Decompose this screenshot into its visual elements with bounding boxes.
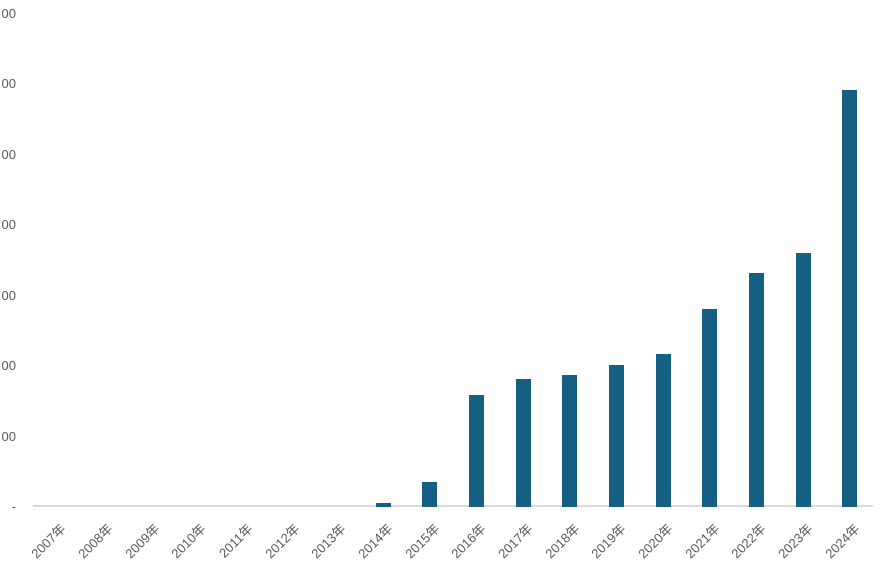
y-axis-tick-label: - xyxy=(11,499,16,514)
x-axis-tick-label: 2017年 xyxy=(495,521,536,562)
x-axis-tick-label: 2010年 xyxy=(168,521,209,562)
x-axis-tick-label: 2014年 xyxy=(355,521,396,562)
x-axis-tick-label: 2015年 xyxy=(402,521,443,562)
x-axis-tick-label: 2011年 xyxy=(216,521,256,561)
y-axis-tick-label: 00 xyxy=(1,217,16,232)
y-axis-tick-label: 00 xyxy=(1,358,16,373)
x-axis-tick-label: 2019年 xyxy=(588,521,629,562)
y-axis-tick-label: 00 xyxy=(1,287,16,303)
y-axis-tick-label: 00 xyxy=(1,146,16,162)
x-axis-tick-label: 2022年 xyxy=(728,521,769,562)
x-axis-tick-label: 2024年 xyxy=(822,521,863,562)
x-axis-tick-label: 2007年 xyxy=(28,521,69,562)
y-axis-tick-label: 00 xyxy=(1,428,16,444)
bar-2019年 xyxy=(608,365,624,507)
y-axis-tick-label: 00 xyxy=(1,5,16,21)
x-axis-line xyxy=(33,505,873,507)
bar-2022年 xyxy=(748,272,764,507)
x-axis-tick-label: 2013年 xyxy=(308,521,349,562)
x-axis-tick-label: 2023年 xyxy=(775,521,816,562)
bar-2014年 xyxy=(375,502,391,507)
bar-2015年 xyxy=(422,482,438,507)
x-axis-tick-label: 2018年 xyxy=(542,521,583,562)
x-axis-tick-label: 2008年 xyxy=(75,521,116,562)
bar-2020年 xyxy=(655,354,671,507)
bar-2017年 xyxy=(515,378,531,507)
y-axis-tick-label: 00 xyxy=(1,76,16,91)
bar-2021年 xyxy=(702,308,718,507)
x-axis-tick-label: 2009年 xyxy=(122,521,163,562)
x-axis-tick-label: 2020年 xyxy=(635,521,676,562)
bar-2024年 xyxy=(842,89,858,507)
x-axis-tick-label: 2016年 xyxy=(448,521,489,562)
bar-2018年 xyxy=(562,375,578,507)
x-axis-tick-label: 2012年 xyxy=(262,521,303,562)
bar-2023年 xyxy=(795,253,811,507)
bar-2016年 xyxy=(468,394,484,507)
x-axis-tick-label: 2021年 xyxy=(682,521,723,562)
